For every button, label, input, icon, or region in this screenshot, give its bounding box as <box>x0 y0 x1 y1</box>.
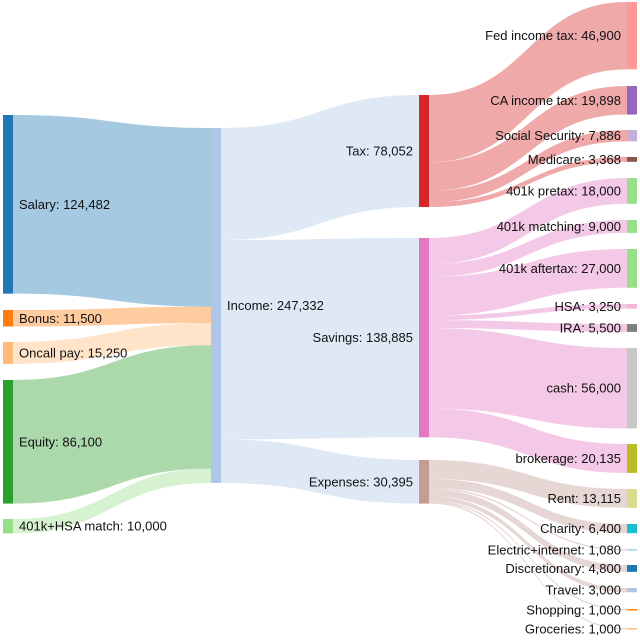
node-label-savings: Savings: 138,885 <box>313 330 413 345</box>
node-bonus[interactable] <box>3 310 13 327</box>
link-income-to-tax[interactable] <box>221 95 419 241</box>
link-savings-to-brokerage[interactable] <box>429 408 627 473</box>
node-label-cash: cash: 56,000 <box>547 381 621 396</box>
link-expenses-to-discretionary[interactable] <box>429 489 627 572</box>
node-ca-income-tax[interactable] <box>627 86 637 115</box>
node-shopping[interactable] <box>627 609 637 611</box>
node-label-social-security: Social Security: 7,886 <box>495 128 621 143</box>
node-fed-income-tax[interactable] <box>627 2 637 70</box>
link-tax-to-ca-income-tax[interactable] <box>429 86 627 191</box>
link-income-to-savings[interactable] <box>221 238 419 440</box>
link-savings-to-401k-pretax[interactable] <box>429 178 627 264</box>
node-salary[interactable] <box>3 115 13 294</box>
node-label-bonus: Bonus: 11,500 <box>19 311 102 326</box>
link-expenses-to-charity[interactable] <box>429 478 627 534</box>
node-label-charity: Charity: 6,400 <box>540 521 621 536</box>
node-oncall-pay[interactable] <box>3 342 13 364</box>
node-label-401k-matching: 401k matching: 9,000 <box>497 219 621 234</box>
link-savings-to-401k-matching[interactable] <box>429 220 627 277</box>
node-expenses[interactable] <box>419 460 429 504</box>
link-savings-to-ira[interactable] <box>429 320 627 332</box>
node-travel[interactable] <box>627 588 637 593</box>
node-label-discretionary: Discretionary: 4,800 <box>505 561 621 576</box>
node-label-medicare: Medicare: 3,368 <box>528 152 621 167</box>
link-tax-to-fed-income-tax[interactable] <box>429 2 627 163</box>
node-label-equity: Equity: 86,100 <box>19 434 102 449</box>
node-label-fed-income-tax: Fed income tax: 46,900 <box>485 28 621 43</box>
labels-layer: Salary: 124,482 Bonus: 11,500 Oncall pay: … <box>19 28 621 636</box>
link-savings-to-cash[interactable] <box>429 328 627 429</box>
node-label-income: Income: 247,332 <box>227 298 324 313</box>
node-label-401k-hsa-match: 401k+HSA match: 10,000 <box>19 519 167 534</box>
node-label-groceries: Groceries: 1,000 <box>525 621 621 636</box>
link-income-to-expenses[interactable] <box>221 439 419 504</box>
link-expenses-to-shopping[interactable] <box>429 500 627 611</box>
node-401k-aftertax[interactable] <box>627 249 637 288</box>
link-expenses-to-groceries[interactable] <box>429 502 627 630</box>
link-expenses-to-travel[interactable] <box>429 496 627 593</box>
node-label-expenses: Expenses: 30,395 <box>309 474 413 489</box>
node-label-shopping: Shopping: 1,000 <box>526 602 621 617</box>
node-label-ca-income-tax: CA income tax: 19,898 <box>490 93 621 108</box>
node-discretionary[interactable] <box>627 565 637 572</box>
node-savings[interactable] <box>419 238 429 438</box>
nodes-layer <box>3 2 637 630</box>
node-label-ira: IRA: 5,500 <box>560 320 621 335</box>
node-equity[interactable] <box>3 380 13 504</box>
node-income[interactable] <box>211 128 221 483</box>
link-salary-to-income[interactable] <box>13 115 211 307</box>
links-layer <box>13 2 627 630</box>
node-401k-matching[interactable] <box>627 220 637 233</box>
node-label-rent: Rent: 13,115 <box>548 491 621 506</box>
link-equity-to-income[interactable] <box>13 345 211 504</box>
node-label-401k-pretax: 401k pretax: 18,000 <box>506 183 621 198</box>
node-groceries[interactable] <box>627 628 637 630</box>
node-rent[interactable] <box>627 489 637 508</box>
node-label-brokerage: brokerage: 20,135 <box>515 451 621 466</box>
node-label-tax: Tax: 78,052 <box>346 144 413 159</box>
node-label-travel: Travel: 3,000 <box>546 583 621 598</box>
node-electric-internet[interactable] <box>627 549 637 551</box>
node-ira[interactable] <box>627 324 637 332</box>
node-label-401k-aftertax: 401k aftertax: 27,000 <box>499 261 621 276</box>
link-tax-to-social-security[interactable] <box>429 130 627 203</box>
node-medicare[interactable] <box>627 157 637 162</box>
node-401k-pretax[interactable] <box>627 178 637 204</box>
node-label-electric-internet: Electric+internet: 1,080 <box>488 542 621 557</box>
node-401k-hsa-match[interactable] <box>3 519 13 534</box>
node-label-oncall-pay: Oncall pay: 15,250 <box>19 345 127 360</box>
link-tax-to-medicare[interactable] <box>429 157 627 208</box>
node-cash[interactable] <box>627 348 637 429</box>
node-tax[interactable] <box>419 95 429 208</box>
link-bonus-to-income[interactable] <box>13 306 211 327</box>
link-expenses-to-rent[interactable] <box>429 460 627 508</box>
node-charity[interactable] <box>627 524 637 534</box>
link-expenses-to-electric-internet[interactable] <box>429 488 627 551</box>
node-brokerage[interactable] <box>627 444 637 473</box>
node-hsa[interactable] <box>627 304 637 309</box>
node-label-salary: Salary: 124,482 <box>19 197 110 212</box>
link-oncall-pay-to-income[interactable] <box>13 323 211 364</box>
node-label-hsa: HSA: 3,250 <box>555 299 622 314</box>
node-social-security[interactable] <box>627 130 637 142</box>
link-401k-hsa-match-to-income[interactable] <box>13 468 211 534</box>
link-savings-to-hsa[interactable] <box>429 304 627 321</box>
link-savings-to-401k-aftertax[interactable] <box>429 249 627 316</box>
